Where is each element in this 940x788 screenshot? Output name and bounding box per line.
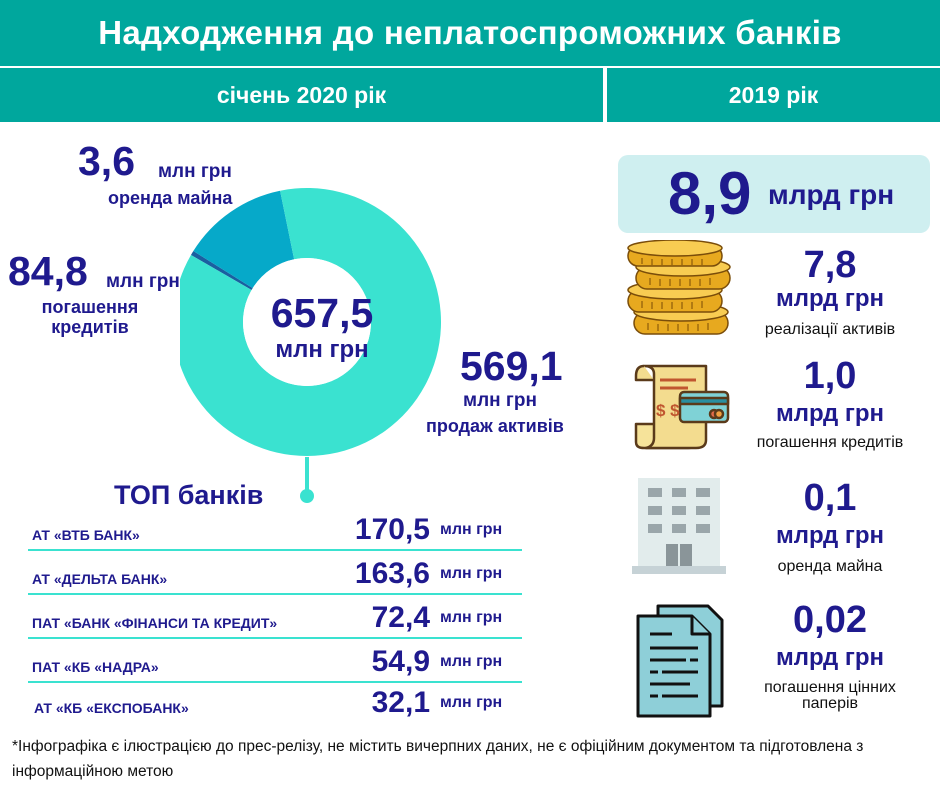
donut-pointer-dot <box>300 489 314 503</box>
building-icon <box>632 478 726 574</box>
bank-value: 163,6 <box>354 557 430 590</box>
segment-loans-label: погашення кредитів <box>41 297 139 337</box>
segment-rent-unit: млн грн <box>158 161 232 182</box>
donut-slice-assets <box>180 188 441 456</box>
table-row: АТ «КБ «ЕКСПОБАНК» 32,1 млн грн <box>28 680 522 722</box>
segment-assets-label: продаж активів <box>426 416 564 436</box>
total-2019-box: 8,9 млрд грн <box>618 155 930 233</box>
bank-name: ПАТ «БАНК «ФІНАНСИ ТА КРЕДИТ» <box>32 615 278 631</box>
donut-total-unit: млн грн <box>275 336 369 363</box>
documents-icon <box>636 604 724 718</box>
svg-text:$ $: $ $ <box>656 401 680 420</box>
bank-unit: млн грн <box>440 694 503 711</box>
item-2019-rent: 0,1 млрд грн оренда майна <box>775 477 885 575</box>
segment-loans-unit: млн грн <box>106 271 180 292</box>
bank-name: АТ «ВТБ БАНК» <box>32 527 140 543</box>
donut-slice-rent <box>190 251 253 290</box>
segment-assets-unit: млн грн <box>463 390 537 411</box>
bank-value: 72,4 <box>371 601 430 634</box>
segment-rent-label: оренда майна <box>108 188 233 208</box>
donut-hole <box>243 258 371 386</box>
bank-value: 54,9 <box>371 645 430 678</box>
item-2019-assets: 7,8 млрд грн реалізації активів <box>764 244 896 338</box>
bank-name: АТ «КБ «ЕКСПОБАНК» <box>34 700 189 716</box>
total-2019-unit: млрд грн <box>768 179 895 210</box>
bank-unit: млн грн <box>440 565 503 582</box>
segment-rent-value: 3,6 <box>78 138 135 184</box>
column-header-2020: січень 2020 рік <box>0 68 603 122</box>
total-2019-value: 8,9 <box>668 160 752 227</box>
segment-loans-value: 84,8 <box>8 248 88 294</box>
item-2019-securities: 0,02 млрд грн погашення цінних паперів <box>764 599 896 712</box>
bank-name: ПАТ «КБ «НАДРА» <box>32 659 159 675</box>
bank-value: 170,5 <box>354 513 430 546</box>
bank-unit: млн грн <box>440 653 503 670</box>
item-2019-loans: 1,0 млрд грн погашення кредитів <box>756 355 904 451</box>
table-row: АТ «ВТБ БАНК» 170,5 млн грн <box>28 507 522 551</box>
donut-total-value: 657,5 <box>270 290 374 336</box>
coins-icon <box>627 240 731 335</box>
bank-unit: млн грн <box>440 521 503 538</box>
page-title: Надходження до неплатоспроможних банків <box>0 0 940 66</box>
bank-unit: млн грн <box>440 609 503 626</box>
bank-name: АТ «ДЕЛЬТА БАНК» <box>32 571 168 587</box>
table-row: ПАТ «БАНК «ФІНАНСИ ТА КРЕДИТ» 72,4 млн г… <box>28 595 522 639</box>
donut-chart <box>180 188 441 503</box>
footnote: *Інфографіка є ілюстрацією до прес-реліз… <box>12 738 864 780</box>
top-banks-title: ТОП банків <box>114 480 264 510</box>
table-row: АТ «ДЕЛЬТА БАНК» 163,6 млн грн <box>28 551 522 595</box>
column-header-2019: 2019 рік <box>607 68 940 122</box>
table-row: ПАТ «КБ «НАДРА» 54,9 млн грн <box>28 639 522 683</box>
receipt-card-icon: $ $ <box>634 364 730 450</box>
segment-assets-value: 569,1 <box>460 343 563 389</box>
donut-slice-loans <box>193 190 295 289</box>
bank-value: 32,1 <box>371 686 430 719</box>
